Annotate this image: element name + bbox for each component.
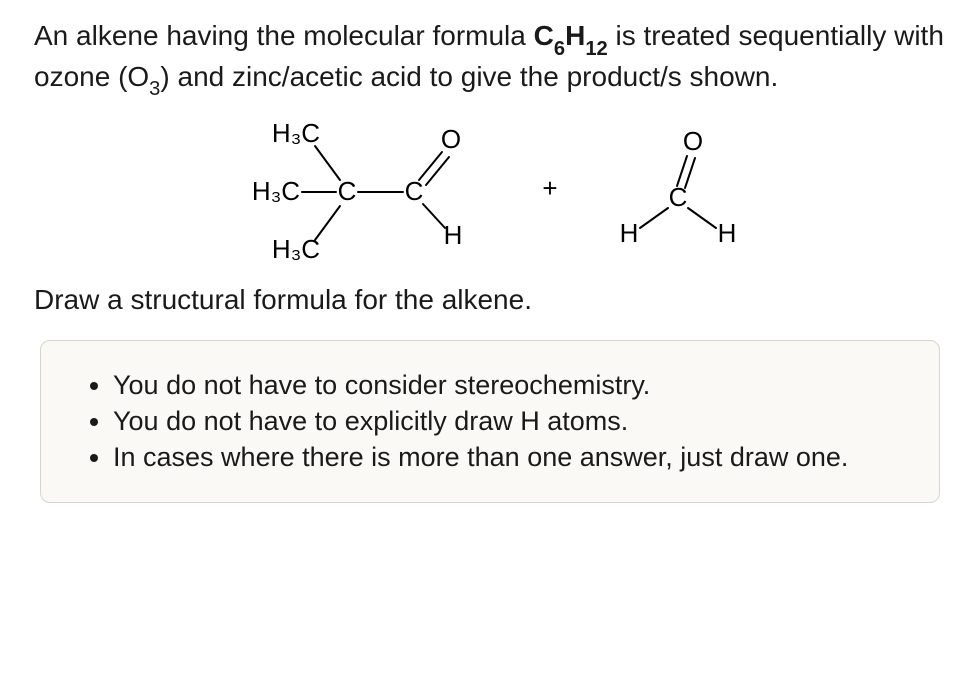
- label-h3c-mid: H₃C: [252, 176, 300, 206]
- label-c2: C: [405, 176, 424, 206]
- structures-row: H₃C H₃C H₃C C C O H: [34, 114, 946, 264]
- bullet-item: In cases where there is more than one an…: [113, 439, 909, 475]
- instruction-text: Draw a structural formula for the alkene…: [34, 282, 946, 318]
- question-prefix: An alkene having the molecular formula: [34, 20, 534, 51]
- bullet-item: You do not have to explicitly draw H ato…: [113, 403, 909, 439]
- label-h-left: H: [619, 218, 638, 248]
- label-h3c-bot: H₃C: [272, 234, 320, 264]
- label-o: O: [682, 126, 702, 156]
- structure-2: O C H H: [596, 124, 756, 254]
- question-text: An alkene having the molecular formula C…: [34, 18, 946, 100]
- label-h-right: H: [717, 218, 736, 248]
- label-h3c-top: H₃C: [272, 118, 320, 148]
- label-h: H: [444, 220, 463, 250]
- plus-sign: +: [542, 173, 557, 204]
- page-root: An alkene having the molecular formula C…: [0, 0, 974, 674]
- structure-1: H₃C H₃C H₃C C C O H: [224, 114, 504, 264]
- label-o: O: [441, 124, 461, 154]
- info-box: You do not have to consider stereochemis…: [40, 340, 940, 503]
- formula: C6H12: [534, 20, 608, 51]
- bullet-list: You do not have to consider stereochemis…: [85, 367, 909, 476]
- question-rest2: ) and zinc/acetic acid to give the produ…: [160, 61, 778, 92]
- bullet-item: You do not have to consider stereochemis…: [113, 367, 909, 403]
